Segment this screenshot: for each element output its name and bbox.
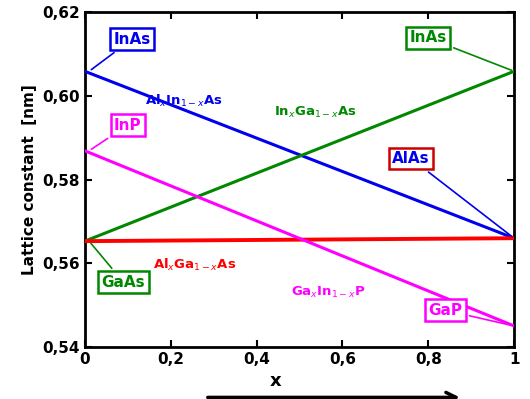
Text: Al$_x$In$_{1-x}$As: Al$_x$In$_{1-x}$As xyxy=(145,93,223,109)
Text: In$_x$Ga$_{1-x}$As: In$_x$Ga$_{1-x}$As xyxy=(273,105,357,120)
Text: AlAs: AlAs xyxy=(392,151,512,237)
Text: GaAs: GaAs xyxy=(91,243,145,290)
Text: Ga$_x$In$_{1-x}$P: Ga$_x$In$_{1-x}$P xyxy=(291,285,366,300)
Text: GaP: GaP xyxy=(428,303,511,325)
Text: InAs: InAs xyxy=(91,32,151,70)
Text: InAs: InAs xyxy=(410,30,511,70)
Text: Al$_x$Ga$_{1-x}$As: Al$_x$Ga$_{1-x}$As xyxy=(154,257,237,273)
Text: InP: InP xyxy=(91,118,142,149)
Y-axis label: Lattice constant  [nm]: Lattice constant [nm] xyxy=(22,84,37,275)
Text: x: x xyxy=(270,372,281,390)
